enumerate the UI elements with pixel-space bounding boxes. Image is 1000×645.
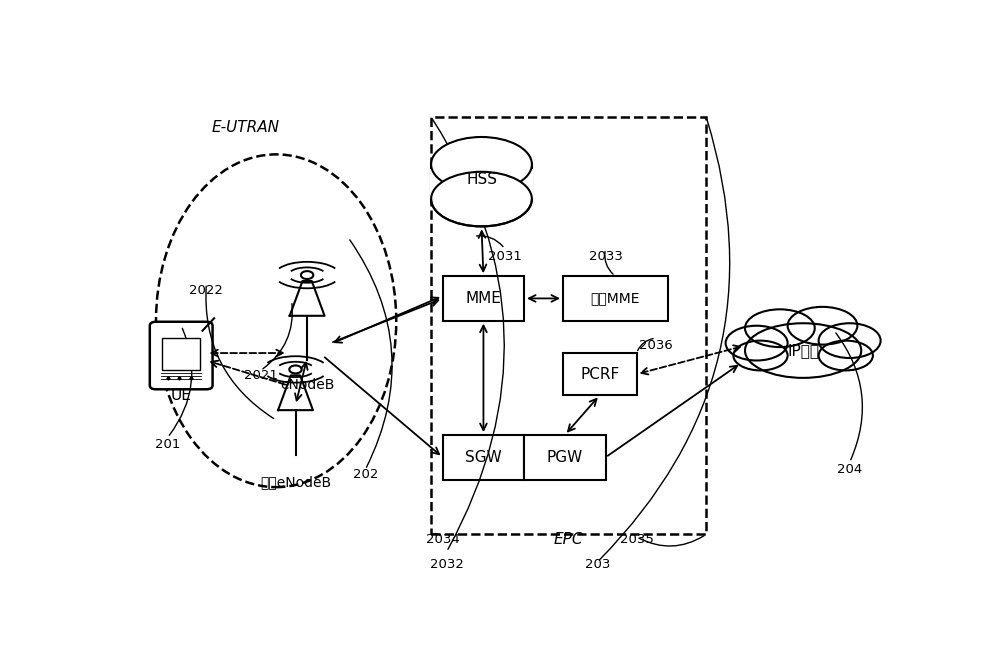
Text: 2022: 2022 bbox=[189, 284, 223, 297]
Ellipse shape bbox=[431, 172, 532, 226]
Text: UE: UE bbox=[170, 388, 191, 402]
Text: 2033: 2033 bbox=[589, 250, 622, 263]
FancyBboxPatch shape bbox=[150, 322, 213, 390]
Ellipse shape bbox=[819, 341, 873, 370]
Text: PCRF: PCRF bbox=[580, 366, 619, 382]
Ellipse shape bbox=[726, 326, 788, 361]
Text: 2035: 2035 bbox=[620, 533, 653, 546]
Text: 2031: 2031 bbox=[488, 250, 522, 263]
Text: IP业务: IP业务 bbox=[787, 343, 819, 358]
Text: 2021: 2021 bbox=[244, 369, 278, 382]
Text: SGW: SGW bbox=[465, 450, 502, 465]
Ellipse shape bbox=[745, 310, 815, 347]
Ellipse shape bbox=[788, 307, 857, 344]
Bar bbox=[524, 435, 606, 480]
Bar bbox=[431, 164, 532, 199]
Text: EPC: EPC bbox=[554, 531, 583, 547]
Text: 2034: 2034 bbox=[426, 533, 460, 546]
Text: 203: 203 bbox=[585, 558, 610, 571]
Text: MME: MME bbox=[466, 291, 501, 306]
Text: HSS: HSS bbox=[466, 172, 497, 186]
Bar bbox=[162, 338, 200, 370]
Text: 201: 201 bbox=[155, 439, 180, 451]
Bar bbox=[431, 117, 706, 534]
Ellipse shape bbox=[431, 137, 532, 192]
Text: 204: 204 bbox=[837, 463, 862, 476]
Polygon shape bbox=[290, 281, 325, 316]
Ellipse shape bbox=[289, 366, 302, 373]
Bar bbox=[443, 435, 524, 480]
Text: E-UTRAN: E-UTRAN bbox=[211, 119, 279, 135]
Bar bbox=[443, 276, 524, 321]
Text: 其它eNodeB: 其它eNodeB bbox=[260, 475, 331, 489]
Text: eNodeB: eNodeB bbox=[280, 379, 334, 392]
Bar bbox=[430, 169, 533, 199]
Bar bbox=[563, 276, 668, 321]
Ellipse shape bbox=[745, 323, 861, 378]
Text: 其它MME: 其它MME bbox=[590, 292, 640, 306]
Ellipse shape bbox=[733, 341, 788, 370]
Ellipse shape bbox=[819, 323, 881, 358]
Bar bbox=[563, 353, 637, 395]
Ellipse shape bbox=[301, 271, 313, 279]
Polygon shape bbox=[278, 375, 313, 410]
Text: 2032: 2032 bbox=[430, 558, 464, 571]
Text: 2036: 2036 bbox=[639, 339, 673, 352]
Text: 202: 202 bbox=[353, 468, 378, 481]
Text: PGW: PGW bbox=[547, 450, 583, 465]
